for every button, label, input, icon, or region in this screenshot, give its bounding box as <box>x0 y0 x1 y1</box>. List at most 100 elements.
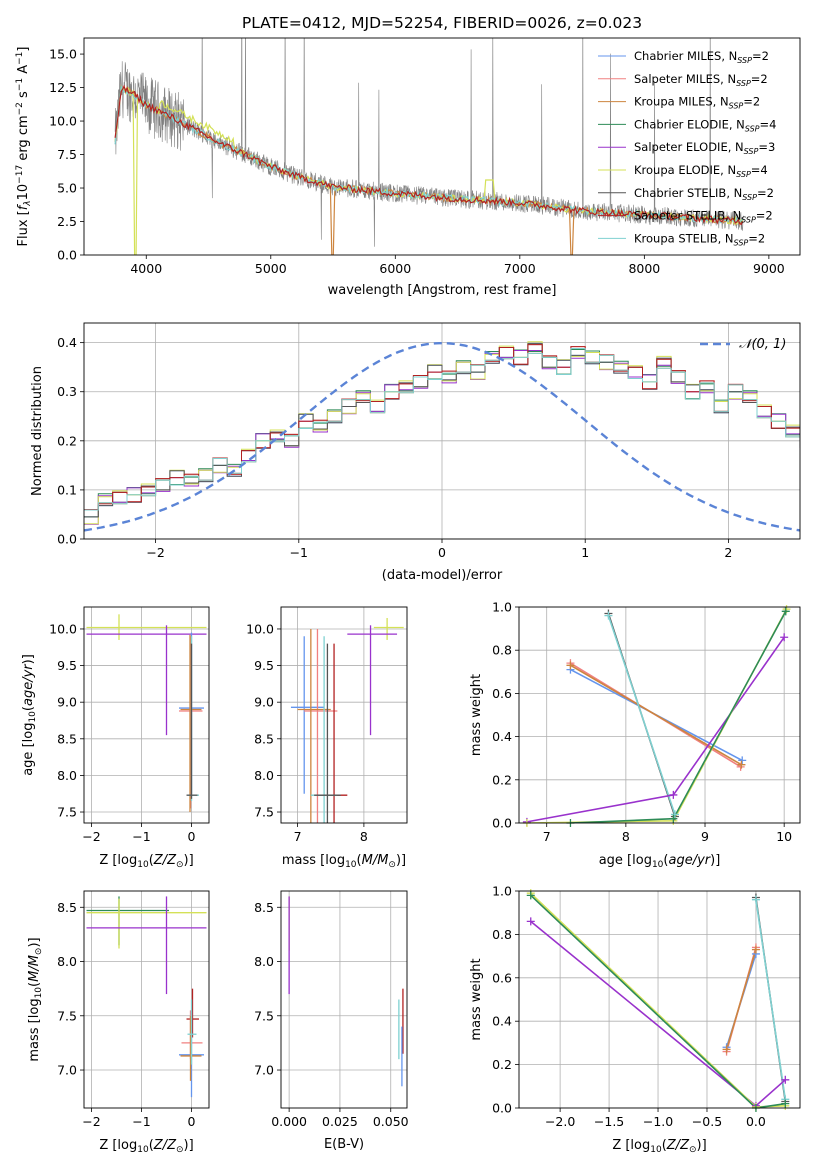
residual-hist-kroupa_miles <box>84 348 800 511</box>
normal-curve <box>84 342 800 532</box>
plot-area-mass_vs_ebv <box>281 891 407 1108</box>
y-axis-label: mass weight <box>469 674 484 756</box>
y-tick-label: 0.4 <box>492 1014 512 1029</box>
panel-mass_vs_Z: −2 −1 0 7.0 7.5 8.0 8.5 Z [log10(Z/Z⊙)] mass [lo… <box>27 890 210 1155</box>
y-tick-label: 0.0 <box>57 532 77 547</box>
panel-residuals: −2 −1 0 1 2 0.0 0.1 0.2 0.3 0.4 (data-model)/error… <box>30 322 801 583</box>
x-tick-label: −1 <box>290 545 308 560</box>
legend-label-normal: 𝒩(0, 1) <box>739 337 786 352</box>
y-tick-label: 7.5 <box>254 1008 274 1023</box>
x-tick-label: 7 <box>294 829 302 844</box>
weight-marker-kroupa_stelib <box>670 810 679 819</box>
y-axis-label: Flux [fλ10−17 erg cm−2 s−1 A−1] <box>15 47 33 247</box>
weight-marker-chabrier_miles <box>738 756 747 765</box>
y-tick-label: 7.5 <box>57 1008 77 1023</box>
y-tick-label: 9.0 <box>254 695 274 710</box>
y-tick-label: 8.0 <box>57 768 77 783</box>
y-tick-label: 0.3 <box>57 384 77 399</box>
y-tick-label: 10.0 <box>49 114 77 129</box>
x-tick-label: 7000 <box>504 261 536 276</box>
x-tick-label: 0 <box>438 545 446 560</box>
y-tick-label: 8.5 <box>254 731 274 746</box>
weight-marker-kroupa_stelib <box>751 895 760 904</box>
y-tick-label: 7.0 <box>254 1063 274 1078</box>
legend-label-kroupa_stelib: Kroupa STELIB, NSSP=2 <box>634 231 765 247</box>
plot-area-age_vs_mass <box>281 607 407 823</box>
y-tick-label: 8.0 <box>57 954 77 969</box>
residual-hist-kroupa_stelib <box>84 348 800 511</box>
plot-area-weight_vs_Z <box>519 891 800 1108</box>
weight-marker-chabrier_elodie <box>669 814 678 823</box>
y-tick-label: 7.5 <box>254 805 274 820</box>
weight-marker-chabrier_elodie <box>781 607 790 616</box>
weight-line-kroupa_miles <box>725 949 757 1050</box>
x-tick-label: 8 <box>622 829 630 844</box>
legend-label-chabrier_stelib: Chabrier STELIB, NSSP=2 <box>634 186 774 202</box>
plot-area-mass_vs_Z <box>84 891 209 1108</box>
x-axis-label: Z [log10(Z/Z⊙)] <box>612 1138 706 1155</box>
y-tick-label: 0.6 <box>492 686 512 701</box>
panel-spectrum: 4000 5000 6000 7000 8000 9000 0.0 2.5 5.0 7.5 10.0… <box>15 37 801 298</box>
x-tick-label: 1 <box>581 545 589 560</box>
y-tick-label: 1.0 <box>492 884 512 899</box>
x-axis-label: age [log10(age/yr)] <box>599 853 721 870</box>
x-tick-label: −1 <box>132 1114 150 1129</box>
y-tick-label: 8.5 <box>57 731 77 746</box>
axes-frame <box>83 37 801 256</box>
x-tick-label: 2 <box>724 545 732 560</box>
x-tick-label: 6000 <box>379 261 411 276</box>
weight-line-kroupa_stelib <box>755 899 787 1100</box>
residual-hist-chabrier_elodie <box>84 349 800 518</box>
y-tick-label: 0.0 <box>492 1101 512 1116</box>
legend-label-chabrier_miles: Chabrier MILES, NSSP=2 <box>634 49 769 65</box>
weight-marker-salpeter_elodie <box>669 790 678 799</box>
x-tick-label: −1.5 <box>594 1114 624 1129</box>
y-tick-label: 8.0 <box>254 954 274 969</box>
x-axis-label: Z [log10(Z/Z⊙)] <box>99 1138 193 1155</box>
axes-frame <box>83 322 801 540</box>
y-tick-label: 0.4 <box>57 335 77 350</box>
y-tick-label: 0.0 <box>57 248 77 263</box>
x-tick-label: 0 <box>188 1114 196 1129</box>
figure-title: PLATE=0412, MJD=52254, FIBERID=0026, z=0… <box>242 14 642 32</box>
y-axis-label: age [log10(age/yr)] <box>21 654 38 776</box>
weight-marker-chabrier_elodie <box>781 1099 790 1108</box>
x-tick-label: 0.050 <box>373 1114 409 1129</box>
legend-label-salpeter_stelib: Salpeter STELIB, NSSP=2 <box>634 209 773 225</box>
y-tick-label: 0.1 <box>57 482 77 497</box>
x-axis-label: mass [log10(M/M⊙)] <box>282 853 406 870</box>
axes-frame <box>280 890 408 1109</box>
x-axis-label: (data-model)/error <box>382 568 503 583</box>
y-tick-label: 0.8 <box>492 643 512 658</box>
y-tick-label: 10.0 <box>246 621 274 636</box>
weight-marker-salpeter_elodie <box>780 633 789 642</box>
y-tick-label: 5.0 <box>57 181 77 196</box>
panel-age_vs_mass: 7 8 7.5 8.0 8.5 9.0 9.5 10.0 mass [log10(M/M⊙)] <box>246 606 408 870</box>
x-tick-label: 8000 <box>628 261 660 276</box>
y-tick-label: 7.0 <box>57 1063 77 1078</box>
weight-line-salpeter_elodie <box>526 636 785 823</box>
panel-weight_vs_Z: −2.0 −1.5 −1.0 −0.5 0.0 0.0 0.2 0.4 0.6 0.8 1.0 mas… <box>469 884 801 1155</box>
weight-line-kroupa_miles <box>570 664 742 766</box>
weight-line-chabrier_elodie <box>530 894 786 1108</box>
y-tick-label: 15.0 <box>49 47 77 62</box>
y-tick-label: 12.5 <box>49 80 77 95</box>
x-tick-label: −2 <box>82 1114 100 1129</box>
x-tick-label: 7 <box>543 829 551 844</box>
legend-label-chabrier_elodie: Chabrier ELODIE, NSSP=4 <box>634 117 776 133</box>
legend-label-salpeter_elodie: Salpeter ELODIE, NSSP=3 <box>634 140 775 156</box>
x-tick-label: −2.0 <box>545 1114 575 1129</box>
panel-weight_vs_age: 7 8 9 10 0.0 0.2 0.4 0.6 0.8 1.0 mass weight age [l… <box>469 600 801 870</box>
x-tick-label: 0.000 <box>271 1114 307 1129</box>
plot-area-spectrum <box>114 38 745 255</box>
plot-area-age_vs_Z <box>84 607 209 823</box>
weight-marker-kroupa_miles <box>751 945 760 954</box>
weight-marker-salpeter_elodie <box>526 917 535 926</box>
x-tick-label: 0.025 <box>322 1114 358 1129</box>
weight-line-chabrier_elodie <box>570 610 787 823</box>
x-axis-label: wavelength [Angstrom, rest frame] <box>328 283 557 298</box>
x-axis-label: Z [log10(Z/Z⊙)] <box>99 853 193 870</box>
panel-mass_vs_ebv: 0.000 0.025 0.050 7.0 7.5 8.0 8.5 E(B-V) <box>254 890 409 1152</box>
residual-hist-salpeter_elodie <box>84 350 800 525</box>
